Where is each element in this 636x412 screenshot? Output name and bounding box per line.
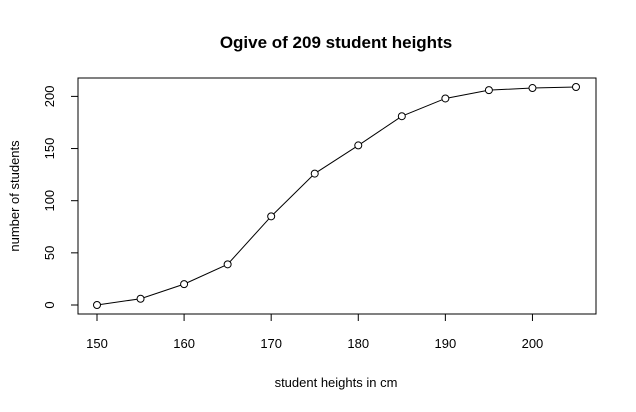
plot-frame [77, 77, 597, 315]
x-tick-label: 170 [260, 336, 282, 351]
y-tick-label: 100 [42, 190, 57, 212]
x-axis-label: student heights in cm [275, 375, 398, 390]
data-point [528, 84, 537, 93]
x-tick-label: 180 [347, 336, 369, 351]
data-point [354, 141, 363, 150]
data-points [93, 83, 580, 309]
data-point [310, 169, 319, 178]
y-tick-label: 150 [42, 138, 57, 160]
x-tick-label: 160 [173, 336, 195, 351]
y-axis-label: number of students [7, 140, 22, 252]
data-point [223, 260, 232, 269]
data-point [93, 301, 101, 309]
series-line [96, 86, 577, 306]
x-tick-label: 190 [435, 336, 457, 351]
data-point [136, 294, 145, 303]
y-axis: 0 50 100 150 200 [42, 86, 79, 309]
x-tick-label: 200 [522, 336, 544, 351]
y-tick-label: 50 [42, 246, 57, 260]
data-point [441, 94, 450, 103]
data-point [572, 83, 580, 91]
y-tick-label: 200 [42, 86, 57, 108]
chart-title: Ogive of 209 student heights [220, 33, 452, 52]
x-axis: 150 160 170 180 190 200 [86, 313, 544, 351]
data-point [267, 212, 276, 221]
data-point [484, 86, 493, 95]
data-point [180, 280, 189, 289]
y-tick-label: 0 [42, 301, 57, 308]
x-tick-label: 150 [86, 336, 108, 351]
data-point [397, 112, 406, 121]
